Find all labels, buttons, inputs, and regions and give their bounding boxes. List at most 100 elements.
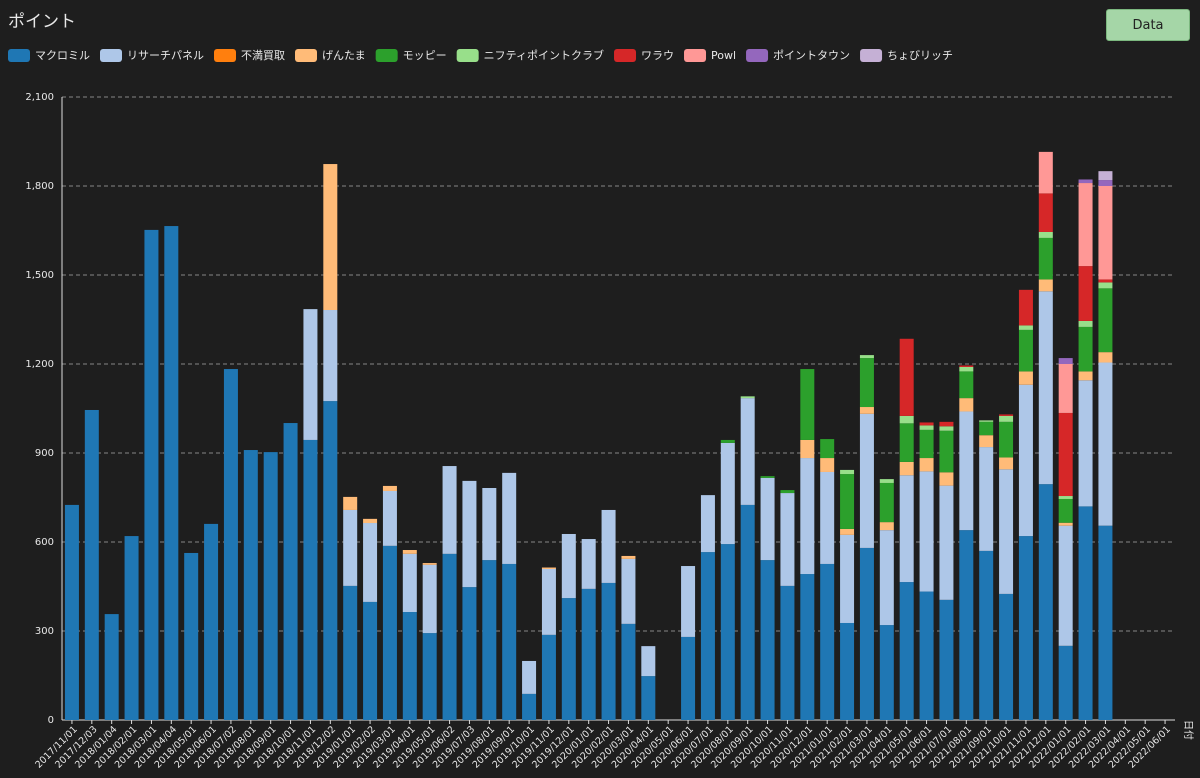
bar-segment <box>899 423 914 462</box>
bar-segment <box>184 552 199 720</box>
bar-segment <box>462 587 477 720</box>
y-tick-label: 900 <box>35 448 54 459</box>
bar-segment <box>879 482 894 523</box>
bar-segment <box>1078 380 1093 507</box>
bar-segment <box>1038 151 1053 194</box>
bar-segment <box>1058 364 1073 413</box>
bar-segment <box>700 495 715 553</box>
bar-segment <box>204 523 219 720</box>
bar-segment <box>1078 371 1093 381</box>
bar-segment <box>243 450 258 720</box>
bar-segment <box>939 430 954 473</box>
bar-segment <box>1098 180 1113 186</box>
legend-swatch <box>456 49 479 62</box>
bar-segment <box>720 442 735 545</box>
bar-segment <box>263 452 278 720</box>
legend-label: リサーチパネル <box>127 49 204 62</box>
bar-segment <box>1098 186 1113 280</box>
bar-segment <box>442 553 457 720</box>
bar-segment <box>820 458 835 472</box>
bar-segment <box>999 593 1014 720</box>
bar-segment <box>641 676 656 720</box>
bar-segment <box>959 530 974 720</box>
bar-segment <box>621 555 636 559</box>
legend-label: Powl <box>711 49 736 62</box>
bar-segment <box>939 599 954 720</box>
bar-segment <box>621 623 636 720</box>
bar-segment <box>899 582 914 720</box>
bar-segment <box>482 488 497 561</box>
bar-segment <box>879 522 894 531</box>
bar-segment <box>780 493 795 586</box>
bar-segment <box>979 421 994 436</box>
bar-segment <box>820 471 835 564</box>
x-axis-label: 日付 <box>1182 720 1195 740</box>
bar-segment <box>919 422 934 426</box>
bar-segment <box>959 411 974 531</box>
bar-segment <box>1078 266 1093 321</box>
bar-segment <box>541 634 556 720</box>
bar-segment <box>561 598 576 720</box>
legend-label: モッピー <box>403 49 447 62</box>
bar-segment <box>681 566 696 637</box>
bar-segment <box>820 439 835 459</box>
bar-segment <box>422 564 437 634</box>
bar-segment <box>740 398 755 505</box>
bar-segment <box>760 560 775 720</box>
bar-segment <box>1098 279 1113 283</box>
bar-segment <box>720 439 735 443</box>
legend-swatch <box>614 49 637 62</box>
bar-segment <box>502 563 517 720</box>
bar-segment <box>859 413 874 548</box>
bar-segment <box>959 371 974 399</box>
bar-segment <box>979 447 994 551</box>
bar-segment <box>840 474 855 529</box>
y-tick-label: 2,100 <box>25 92 54 103</box>
legend-label: げんたま <box>322 49 366 62</box>
bar-segment <box>760 476 775 478</box>
bar-segment <box>1038 484 1053 720</box>
bar-segment <box>1038 231 1053 238</box>
data-button[interactable]: Data <box>1106 9 1190 41</box>
bar-segment <box>482 560 497 720</box>
legend-swatch <box>375 49 398 62</box>
bar-segment <box>820 563 835 720</box>
bar-segment <box>382 545 397 720</box>
bar-segment <box>462 480 477 588</box>
bar-segment <box>502 472 517 564</box>
bar-segment <box>859 355 874 359</box>
bar-segment <box>402 553 417 613</box>
bar-segment <box>840 622 855 720</box>
legend-swatch <box>746 49 769 62</box>
bar-segment <box>343 585 358 720</box>
bar-segment <box>303 439 318 720</box>
bar-segment <box>1078 183 1093 267</box>
bar-segment <box>601 582 616 720</box>
bar-segment <box>1098 288 1113 353</box>
bar-segment <box>919 591 934 720</box>
bar-segment <box>899 415 914 424</box>
bar-segment <box>780 490 795 494</box>
bar-segment <box>303 309 318 440</box>
bar-segment <box>1038 291 1053 485</box>
bar-segment <box>422 563 437 565</box>
bar-segment <box>402 612 417 720</box>
bar-segment <box>840 534 855 623</box>
y-tick-label: 1,200 <box>25 359 54 370</box>
legend-swatch <box>295 49 317 62</box>
bar-segment <box>879 479 894 483</box>
bar-segment <box>601 509 616 583</box>
legend-label: ポイントタウン <box>773 49 850 62</box>
bar-segment <box>104 614 119 720</box>
bar-segment <box>541 567 556 569</box>
bar-segment <box>522 693 537 720</box>
bar-segment <box>919 425 934 430</box>
bar-segment <box>84 409 99 720</box>
bar-segment <box>1018 329 1033 372</box>
bar-segment <box>1058 645 1073 720</box>
bar-segment <box>1058 522 1073 526</box>
bar-segment <box>939 485 954 600</box>
bar-segment <box>641 646 656 677</box>
bar-segment <box>1058 498 1073 523</box>
